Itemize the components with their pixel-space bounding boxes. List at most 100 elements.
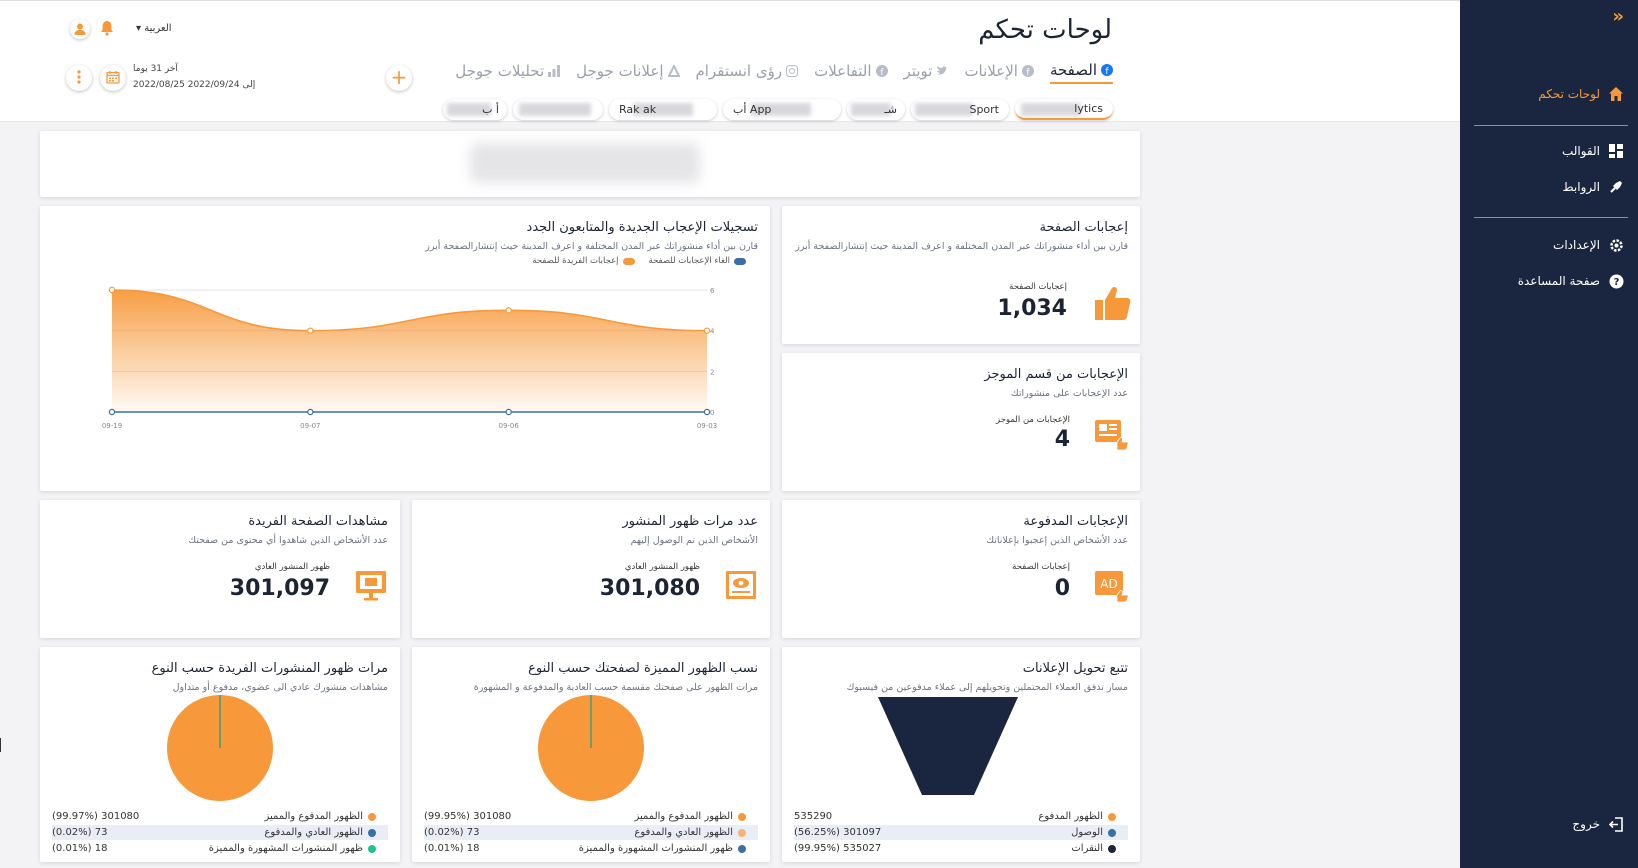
sidebar-item-dashboards[interactable]: لوحات تحكم — [1538, 86, 1624, 102]
kebab-icon — [77, 69, 81, 88]
legend-name: الظهور المدفوع — [1038, 811, 1116, 822]
legend-label: الظهور العادي والمدفوع — [264, 827, 363, 838]
link-icon — [1608, 179, 1624, 195]
subtab-account[interactable]: Rak ak — [609, 99, 717, 120]
legend-row: الظهور العادي والمدفوع (0.02%) 73 — [52, 825, 388, 840]
legend-name: ظهور المنشورات المشهورة والمميزة — [579, 843, 746, 854]
card-title: عدد مرات ظهور المنشور — [622, 514, 758, 529]
more-options-button[interactable] — [66, 65, 92, 91]
data-point[interactable] — [307, 408, 314, 416]
facebook-icon: f — [1101, 64, 1113, 76]
legend-label: ظهور المنشورات المشهورة والمميزة — [578, 843, 733, 854]
card-title: مرات ظهور المنشورات الفريدة حسب النوع — [151, 661, 388, 676]
language-select[interactable]: ▾ العربية — [136, 23, 172, 34]
legend-row: الظهور المدفوع 535290 — [794, 809, 1128, 824]
sidebar-item-label: الروابط — [1562, 180, 1600, 194]
data-point[interactable] — [108, 286, 116, 294]
sidebar-item-label: الإعدادات — [1553, 238, 1600, 252]
tab-page[interactable]: f الصفحة — [1049, 61, 1113, 84]
collapse-sidebar-icon[interactable]: » — [1612, 6, 1624, 27]
tab-google-analytics[interactable]: تحليلات جوجل — [455, 61, 561, 84]
data-point[interactable] — [505, 408, 512, 416]
legend-dot — [1108, 828, 1116, 837]
twitter-icon — [936, 65, 949, 77]
unique-pie-chart — [167, 695, 273, 801]
svg-text:AD: AD — [1100, 577, 1117, 591]
date-period: آخر 31 يوما — [133, 64, 178, 74]
sidebar-item-links[interactable]: الروابط — [1563, 179, 1624, 195]
blurred-account-name — [470, 143, 700, 183]
svg-text:?: ? — [1613, 277, 1619, 288]
card-title: الإعجابات من قسم الموجز — [984, 367, 1128, 382]
legend-item[interactable]: الغاء الإعجابات للصفحة — [649, 256, 746, 266]
subtab-account[interactable]: Sport — [911, 99, 1009, 120]
sidebar: » لوحات تحكم القوالب الروابط الإعدادات ص… — [1460, 0, 1638, 868]
legend-value: (0.01%) 18 — [52, 843, 108, 854]
metric-label: إعجابات الصفحة — [1009, 282, 1067, 292]
legend-name: الظهور المدفوع والمميز — [634, 811, 746, 822]
metric-value: 4 — [1054, 427, 1070, 452]
data-point[interactable] — [108, 408, 116, 416]
logout-icon — [1608, 816, 1624, 832]
subtab-account[interactable]: شـ — [847, 99, 905, 120]
add-tab-button[interactable]: + — [386, 65, 412, 91]
subtab-label: Sport — [969, 103, 999, 116]
legend-item[interactable]: إعجابات الفريدة للصفحة — [532, 256, 635, 266]
bell-icon[interactable] — [98, 19, 116, 37]
data-point[interactable] — [505, 307, 512, 314]
post-impressions-card: عدد مرات ظهور المنشور الأشخاص الذين تم ا… — [412, 500, 770, 638]
date-range[interactable]: آخر 31 يوما 2022/08/25 إلى 2022/09/24 — [133, 61, 255, 93]
language-label: العربية — [144, 23, 172, 34]
tab-google-ads[interactable]: إعلانات جوجل — [576, 61, 680, 84]
tab-ads[interactable]: f الإعلانات — [964, 61, 1034, 84]
legend-dot — [738, 844, 746, 853]
card-title: إعجابات الصفحة — [1039, 220, 1128, 235]
legend-value: (99.97%) 301080 — [52, 811, 140, 822]
tab-engagement[interactable]: f التفاعلات — [814, 61, 888, 84]
subtab-account[interactable]: أب App — [723, 99, 841, 120]
legend-value: (0.01%) 18 — [424, 843, 480, 854]
legend-dot — [1108, 844, 1116, 853]
legend-value: 535290 — [794, 811, 833, 822]
logout-label: خروج — [1572, 817, 1600, 831]
subtab-account[interactable] — [513, 99, 603, 120]
unique-posts-impressions-card: مرات ظهور المنشورات الفريدة حسب النوع مش… — [40, 647, 400, 862]
sidebar-divider — [1474, 217, 1628, 218]
svg-text:f: f — [1105, 67, 1109, 76]
sidebar-item-templates[interactable]: القوالب — [1562, 143, 1624, 159]
logout-button[interactable]: خروج — [1572, 816, 1624, 832]
card-subtitle: عدد الإعجابات على منشوراتك — [1010, 388, 1128, 399]
templates-icon — [1608, 143, 1624, 159]
calendar-button[interactable] — [100, 65, 126, 91]
data-point[interactable] — [703, 408, 711, 416]
sidebar-item-settings[interactable]: الإعدادات — [1553, 237, 1624, 253]
sidebar-item-help[interactable]: صفحة المساعدة ? — [1518, 273, 1624, 289]
card-title: نسب الظهور المميزة لصفحتك حسب النوع — [528, 661, 758, 676]
y-tick-label: 6 — [710, 287, 715, 295]
funnel-shape — [878, 697, 1018, 795]
metric-label: الإعجابات من الموجز — [996, 415, 1070, 425]
legend-name: ظهور المنشورات المشهورة والمميزة — [209, 843, 376, 854]
subtab-account[interactable]: lytics — [1015, 99, 1113, 120]
legend-value: (99.95%) 535027 — [794, 843, 882, 854]
legend-row: ظهور المنشورات المشهورة والمميزة (0.01%)… — [424, 841, 758, 856]
legend-row: الوصول (56.25%) 301097 — [794, 825, 1128, 840]
subtab-account[interactable]: أ ب — [443, 99, 507, 120]
data-point[interactable] — [703, 327, 711, 334]
tab-twitter[interactable]: تويتر — [904, 61, 949, 84]
data-point[interactable] — [307, 327, 314, 334]
metric-value: 0 — [1054, 576, 1070, 601]
tab-instagram[interactable]: رؤى انستقرام — [696, 61, 799, 84]
edge-marker — [0, 738, 1, 752]
google-analytics-icon — [548, 65, 561, 77]
tab-label: رؤى انستقرام — [695, 62, 783, 80]
account-subtabs: lytics Sport شـ أب App Rak ak أ ب — [443, 99, 1113, 120]
platform-tabs: f الصفحة f الإعلانات تويتر f التفاعلات ر… — [455, 61, 1113, 84]
top-bar: لوحات تحكم f الصفحة f الإعلانات تويتر f … — [0, 0, 1460, 122]
legend-row: الظهور العادي والمدفوع (0.02%) 73 — [424, 825, 758, 840]
tab-label: إعلانات جوجل — [576, 62, 664, 80]
legend-row: النقرات (99.95%) 535027 — [794, 841, 1128, 856]
x-tick-label: 09-06 — [498, 422, 519, 430]
legend-value: (56.25%) 301097 — [794, 827, 882, 838]
user-icon[interactable] — [70, 19, 90, 39]
